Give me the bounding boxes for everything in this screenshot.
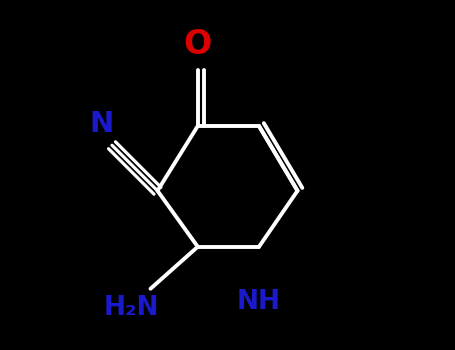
Text: NH: NH	[237, 289, 281, 315]
Text: N: N	[89, 110, 114, 138]
Text: O: O	[184, 28, 212, 61]
Text: H₂N: H₂N	[103, 295, 159, 321]
